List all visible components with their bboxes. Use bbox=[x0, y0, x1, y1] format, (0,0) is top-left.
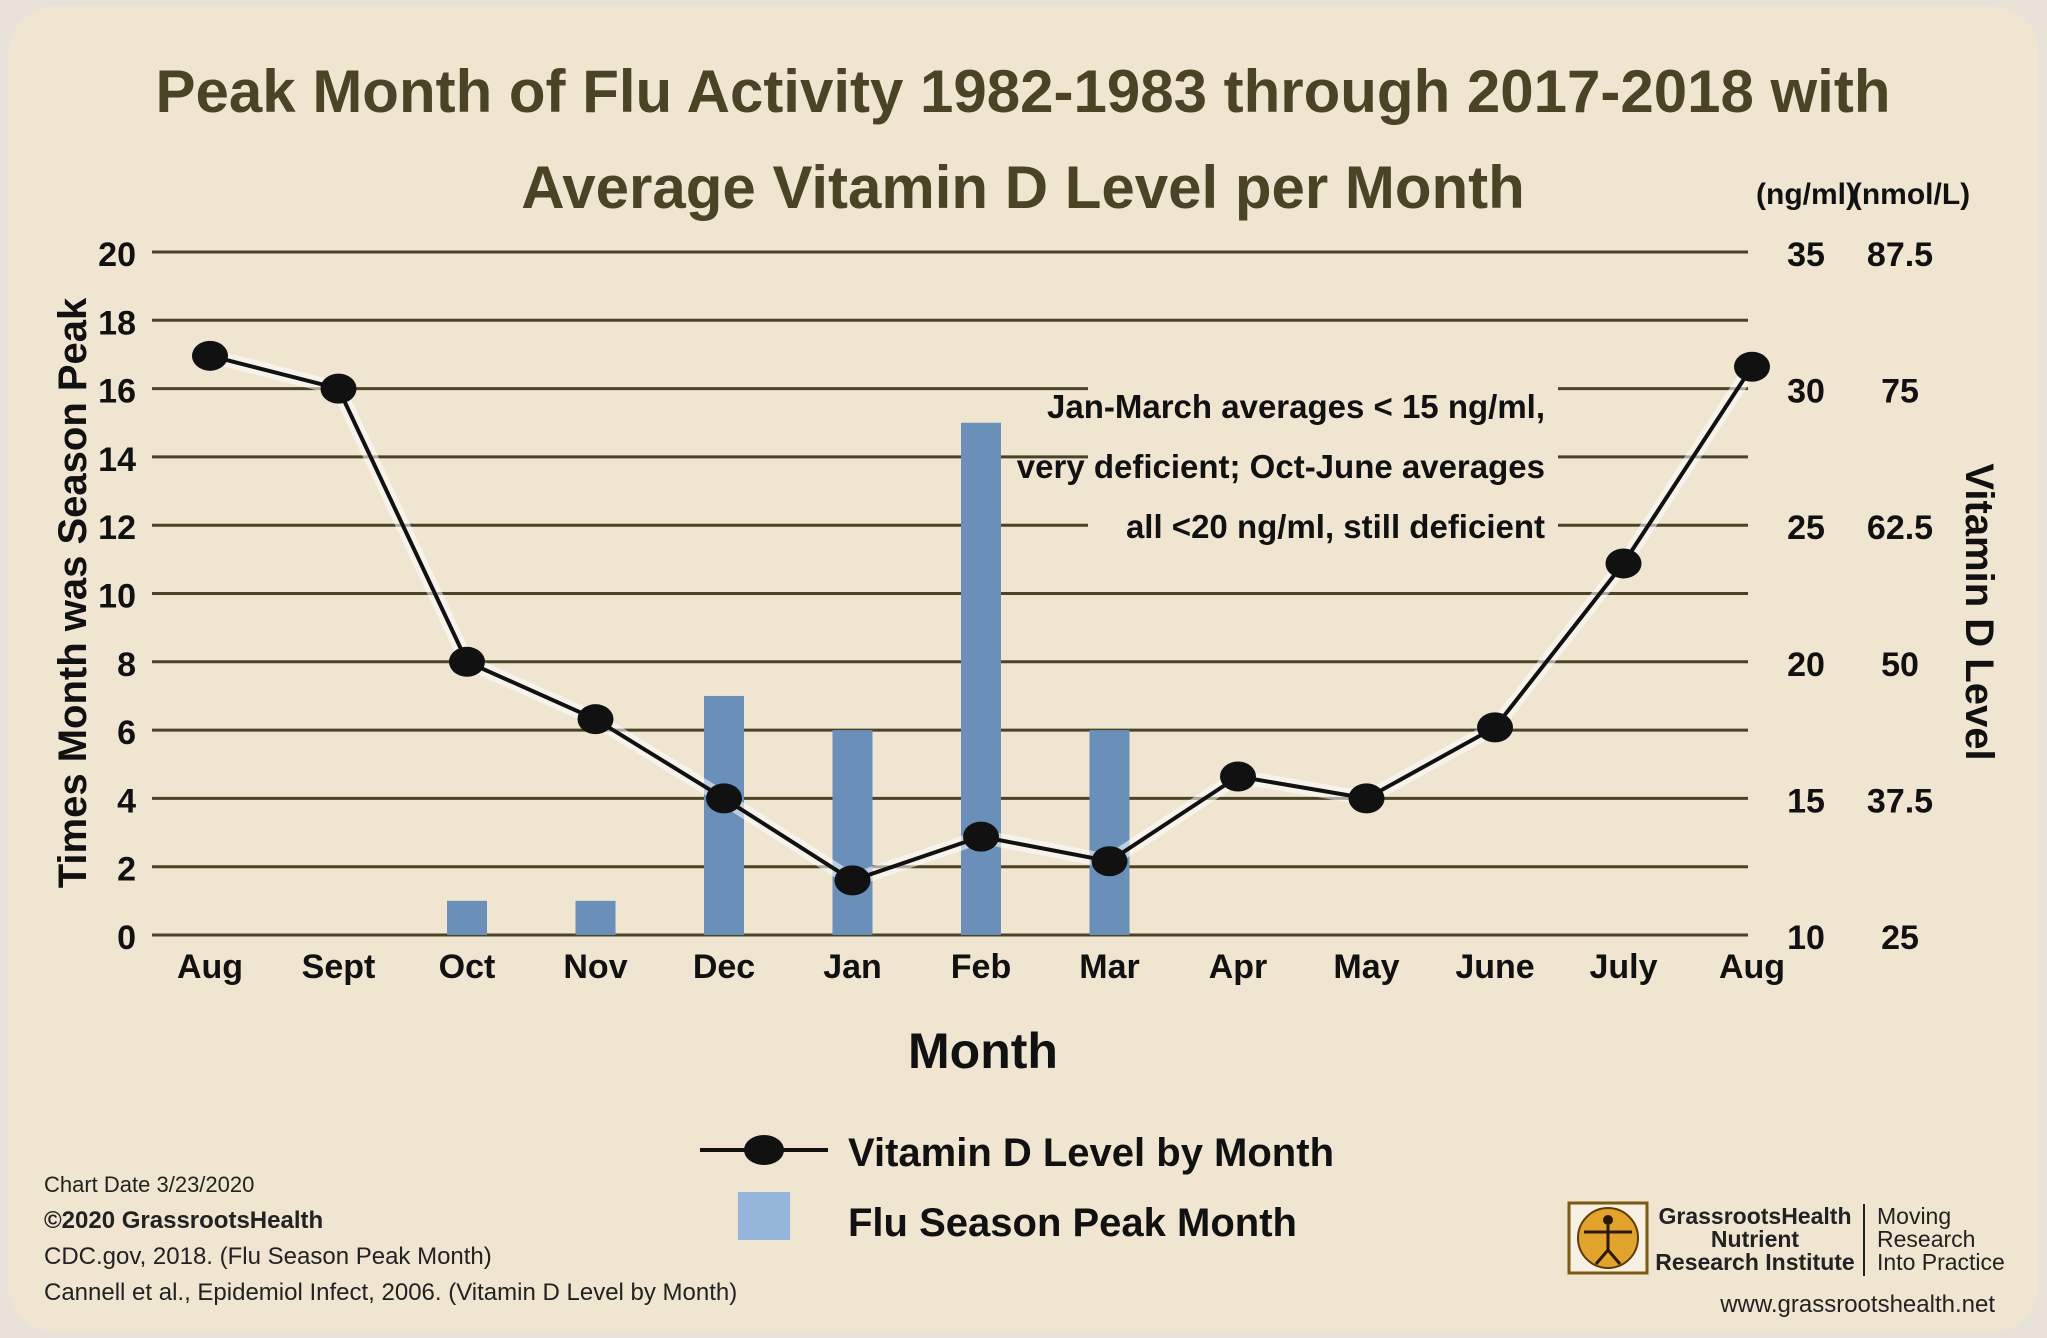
y-tick-label: 4 bbox=[117, 782, 136, 820]
y-tick-label: 2 bbox=[117, 851, 136, 889]
vitamin-d-marker bbox=[577, 704, 614, 735]
vitruvian-leg-left bbox=[1594, 1249, 1610, 1265]
legend-marker-swatch bbox=[744, 1135, 784, 1165]
x-tick-label: Mar bbox=[1079, 948, 1139, 986]
card-background bbox=[8, 6, 2039, 1332]
vitamin-d-marker bbox=[1220, 761, 1256, 792]
x-axis-title: Month bbox=[908, 1023, 1058, 1079]
source-cdc: CDC.gov, 2018. (Flu Season Peak Month) bbox=[44, 1243, 492, 1270]
y-tick-label: 20 bbox=[98, 236, 136, 274]
x-tick-label: June bbox=[1455, 948, 1534, 986]
logo-name-line-3: Research Institute bbox=[1655, 1249, 1854, 1275]
x-tick-label: Oct bbox=[439, 948, 496, 986]
logo-tagline-line-1: Moving bbox=[1877, 1203, 1951, 1229]
x-tick-label: May bbox=[1333, 948, 1399, 986]
y2-tick-label-ng: 15 bbox=[1787, 782, 1825, 820]
x-tick-label: Apr bbox=[1209, 948, 1268, 986]
legend-label-flu-peak: Flu Season Peak Month bbox=[848, 1201, 1297, 1245]
y2-tick-label-ng: 25 bbox=[1787, 509, 1825, 547]
x-tick-label: Nov bbox=[563, 948, 627, 986]
vitruvian-leg-right bbox=[1606, 1249, 1622, 1265]
vitamin-d-line bbox=[192, 340, 1770, 896]
flu-peak-bar bbox=[961, 422, 1001, 935]
x-tick-label: July bbox=[1589, 948, 1657, 986]
legend: Vitamin D Level by Month Flu Season Peak… bbox=[700, 1131, 1334, 1245]
vitamin-d-marker bbox=[192, 340, 228, 371]
y2-axis-ticks: 10 25 15 37.5 20 50 25 62.5 30 75 35 87.5 bbox=[1787, 236, 1933, 957]
y2-tick-label-ng: 10 bbox=[1787, 919, 1825, 957]
vitamin-d-marker bbox=[963, 821, 999, 852]
y2-axis-title: Vitamin D Level bbox=[1957, 463, 2001, 760]
flu-peak-bar bbox=[1089, 730, 1130, 935]
y-tick-label: 16 bbox=[98, 373, 136, 411]
y-axis-title: Times Month was Season Peak bbox=[51, 297, 95, 888]
y2-unit-nmol: (nmol/L) bbox=[1852, 178, 1970, 211]
y2-tick-label-nmol: 75 bbox=[1881, 373, 1919, 411]
y2-tick-label-ng: 30 bbox=[1787, 373, 1825, 411]
y-tick-label: 14 bbox=[98, 441, 136, 479]
x-axis-ticks: Aug Sept Oct Nov Dec Jan Feb Mar Apr May June July A… bbox=[177, 948, 1785, 986]
grassrootshealth-logo: GrassrootsHealth Nutrient Research Insti… bbox=[1567, 1201, 2005, 1318]
y2-tick-label-nmol: 50 bbox=[1881, 646, 1919, 684]
y2-tick-label-nmol: 87.5 bbox=[1867, 236, 1933, 274]
y-tick-label: 18 bbox=[98, 304, 136, 342]
vitamin-d-marker bbox=[320, 373, 357, 404]
vitamin-d-marker bbox=[834, 865, 871, 896]
x-tick-label: Aug bbox=[177, 948, 243, 986]
chart-title-line-1: Peak Month of Flu Activity 1982-1983 thr… bbox=[156, 58, 1891, 125]
vitamin-d-marker bbox=[1348, 783, 1385, 814]
chart-title-line-2: Average Vitamin D Level per Month bbox=[521, 154, 1525, 221]
vitamin-d-marker bbox=[1734, 351, 1770, 382]
vitamin-d-marker bbox=[449, 646, 485, 677]
vitamin-d-marker bbox=[1091, 846, 1128, 877]
legend-label-vitamin-d: Vitamin D Level by Month bbox=[848, 1131, 1334, 1175]
x-tick-label: Jan bbox=[823, 948, 882, 986]
y-tick-label: 0 bbox=[117, 919, 136, 957]
y-tick-label: 8 bbox=[117, 646, 136, 684]
y-tick-label: 12 bbox=[98, 509, 136, 547]
y-tick-label: 10 bbox=[98, 578, 136, 616]
y2-tick-label-nmol: 25 bbox=[1881, 919, 1919, 957]
chart-date: Chart Date 3/23/2020 bbox=[44, 1172, 254, 1197]
vitamin-d-marker bbox=[706, 783, 742, 814]
y-tick-label: 6 bbox=[117, 714, 136, 752]
y-axis-ticks: 0 2 4 6 8 10 12 14 16 18 20 bbox=[98, 236, 136, 957]
x-tick-label: Sept bbox=[302, 948, 376, 986]
logo-tagline-line-3: Into Practice bbox=[1877, 1249, 2005, 1275]
legend-bar-swatch bbox=[738, 1192, 790, 1240]
annotation-line-2: very deficient; Oct-June averages bbox=[1017, 448, 1545, 485]
flu-peak-bar bbox=[575, 900, 616, 935]
x-tick-label: Aug bbox=[1719, 948, 1785, 986]
flu-peak-bar bbox=[447, 900, 487, 935]
logo-name-line-1: GrassrootsHealth bbox=[1658, 1203, 1851, 1229]
y2-tick-label-ng: 35 bbox=[1787, 236, 1825, 274]
annotation-line-1: Jan-March averages < 15 ng/ml, bbox=[1047, 388, 1545, 425]
flu-peak-bar bbox=[704, 695, 744, 935]
x-tick-label: Dec bbox=[693, 948, 755, 986]
logo-tagline-line-2: Research bbox=[1877, 1226, 1975, 1252]
y2-tick-label-ng: 20 bbox=[1787, 646, 1825, 684]
vitruvian-head bbox=[1603, 1215, 1613, 1225]
copyright: ©2020 GrassrootsHealth bbox=[44, 1207, 323, 1234]
logo-name-line-2: Nutrient bbox=[1711, 1226, 1800, 1252]
vitamin-d-marker bbox=[1605, 548, 1642, 579]
logo-url: www.grassrootshealth.net bbox=[1719, 1291, 1995, 1318]
annotation-line-3: all <20 ng/ml, still deficient bbox=[1126, 508, 1545, 545]
annotation-background bbox=[1088, 372, 1558, 562]
vitamin-d-marker bbox=[1477, 712, 1513, 743]
y2-tick-label-nmol: 37.5 bbox=[1867, 782, 1933, 820]
source-cannell: Cannell et al., Epidemiol Infect, 2006. … bbox=[44, 1279, 737, 1306]
flu-peak-bar bbox=[832, 730, 873, 935]
y2-unit-ng: (ng/ml) bbox=[1756, 178, 1856, 211]
y2-tick-label-nmol: 62.5 bbox=[1867, 509, 1933, 547]
x-tick-label: Feb bbox=[951, 948, 1011, 986]
